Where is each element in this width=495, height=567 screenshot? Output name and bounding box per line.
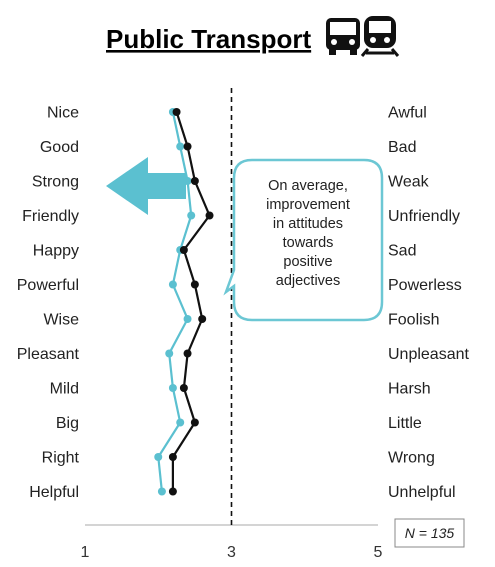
chart-title: Public Transport	[106, 24, 311, 54]
series-layer	[154, 108, 214, 496]
right-label: Wrong	[388, 450, 435, 467]
right-label: Foolish	[388, 312, 440, 329]
callout-line: improvement	[266, 197, 350, 213]
series-after-line	[171, 111, 211, 492]
series-before-point	[154, 453, 163, 461]
x-tick-label: 5	[374, 544, 383, 561]
series-before-point	[157, 487, 166, 496]
series-before-point	[168, 384, 177, 392]
right-label: Unpleasant	[388, 346, 470, 363]
left-label: Wise	[43, 312, 79, 329]
series-after-point	[183, 142, 192, 151]
series-before-point	[176, 418, 185, 427]
right-label: Harsh	[388, 381, 431, 398]
right-labels: Awful Bad Weak Unfriendly Sad Powerless Foolis…	[388, 105, 470, 502]
series-after-point	[179, 384, 188, 392]
left-label: Right	[42, 450, 80, 467]
right-label: Sad	[388, 243, 416, 260]
series-before-point	[183, 177, 192, 185]
series-after-point	[190, 418, 199, 427]
series-before-point	[187, 211, 196, 220]
callout-line: towards	[283, 235, 334, 251]
series-after-point	[172, 108, 181, 116]
series-before-point	[176, 142, 185, 151]
left-label: Nice	[47, 105, 79, 122]
right-label: Little	[388, 415, 422, 432]
left-label: Strong	[32, 174, 79, 191]
train-icon	[360, 16, 400, 57]
left-label: Big	[56, 415, 79, 432]
right-label: Powerless	[388, 277, 462, 294]
n-label: N = 135	[405, 525, 455, 541]
left-label: Helpful	[29, 484, 79, 501]
left-label: Mild	[50, 381, 79, 398]
right-label: Weak	[388, 174, 430, 191]
right-label: Awful	[388, 105, 427, 122]
series-after-point	[190, 280, 199, 289]
series-before-point	[183, 315, 192, 323]
bus-icon	[326, 18, 360, 55]
series-before-point	[165, 349, 174, 358]
series-after-point	[205, 211, 214, 220]
series-before-line	[157, 111, 193, 492]
left-label: Pleasant	[17, 346, 80, 363]
left-arrow	[106, 157, 186, 215]
series-after-point	[183, 349, 192, 358]
callout-text: On average, improvement in attitudes toward…	[266, 178, 350, 289]
left-label: Powerful	[17, 277, 79, 294]
callout-line: On average,	[268, 178, 348, 194]
callout-line: adjectives	[276, 273, 340, 289]
callout-box	[223, 158, 384, 322]
left-label: Good	[40, 139, 79, 156]
left-label: Friendly	[22, 208, 79, 225]
series-after-point	[179, 246, 188, 254]
series-before-point	[168, 280, 177, 289]
callout-line: positive	[283, 254, 332, 270]
right-label: Unfriendly	[388, 208, 460, 225]
series-after-point	[168, 487, 177, 496]
series-after-point	[168, 453, 177, 461]
x-tick-label: 1	[81, 544, 90, 561]
left-labels: Nice Good Strong Friendly Happy Powerful Wise P…	[17, 105, 80, 502]
right-label: Bad	[388, 139, 416, 156]
x-ticks: 1 3 5	[81, 544, 383, 561]
x-tick-label: 3	[227, 544, 236, 561]
callout-line: in attitudes	[273, 216, 343, 232]
series-after-point	[198, 315, 207, 323]
right-label: Unhelpful	[388, 484, 456, 501]
left-label: Happy	[33, 243, 79, 260]
n-box	[394, 518, 465, 548]
series-after-point	[190, 177, 199, 185]
